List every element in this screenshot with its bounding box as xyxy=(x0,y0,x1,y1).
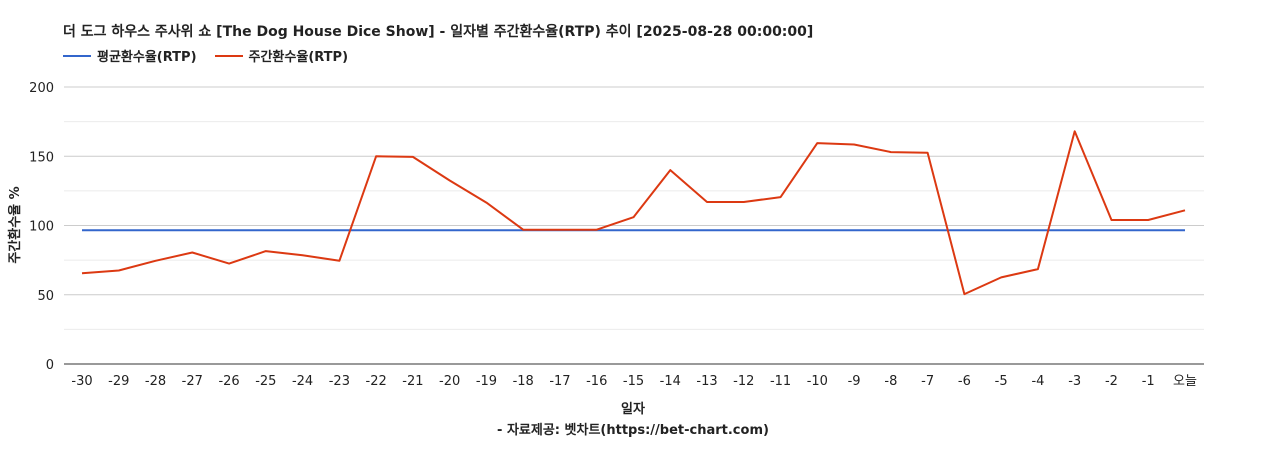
chart-title: 더 도그 하우스 주사위 쇼 [The Dog House Dice Show]… xyxy=(63,24,814,40)
x-axis-label: 일자 xyxy=(621,402,645,417)
y-tick-label: 200 xyxy=(29,81,54,96)
x-tick-label: -15 xyxy=(623,374,644,389)
x-tick-label: -29 xyxy=(108,374,129,389)
x-tick-label: -2 xyxy=(1105,374,1118,389)
x-tick-label: -12 xyxy=(733,374,754,389)
x-tick-label: -8 xyxy=(884,374,897,389)
y-tick-label: 100 xyxy=(29,220,54,235)
legend-label-weekly-rtp: 주간환수율(RTP) xyxy=(248,50,349,65)
x-tick-label: -21 xyxy=(402,374,423,389)
x-tick-label: -13 xyxy=(696,374,717,389)
legend-item-weekly-rtp[interactable]: 주간환수율(RTP) xyxy=(214,46,349,65)
x-tick-label: -14 xyxy=(660,374,681,389)
x-tick-label: -5 xyxy=(995,374,1008,389)
x-tick-label: -11 xyxy=(770,374,791,389)
x-tick-label: -3 xyxy=(1068,374,1081,389)
x-tick-label: -17 xyxy=(549,374,570,389)
x-tick-label: -6 xyxy=(958,374,971,389)
y-tick-label: 150 xyxy=(29,150,54,165)
x-tick-label: -28 xyxy=(145,374,166,389)
series-line-weekly-rtp[interactable] xyxy=(81,130,1186,296)
y-tick-label: 0 xyxy=(46,358,54,373)
y-tick-labels: 0 50 100 150 200 xyxy=(29,81,54,373)
x-tick-label: -26 xyxy=(218,374,239,389)
x-tick-labels: -30 -29 -28 -27 -26 -25 -24 -23 -22 -21 -20 -19 -18-… xyxy=(71,374,1197,389)
legend-item-average-rtp[interactable]: 평균환수율(RTP) xyxy=(63,46,197,65)
x-tick-label: -16 xyxy=(586,374,607,389)
source-note: - 자료제공: 벳차트(https://bet-chart.com) xyxy=(497,422,769,438)
x-tick-label: -27 xyxy=(182,374,203,389)
x-tick-label: -18 xyxy=(513,374,534,389)
x-tick-label: -30 xyxy=(71,374,92,389)
x-tick-label: -25 xyxy=(255,374,276,389)
grid-lines xyxy=(64,86,1204,365)
x-tick-label: -23 xyxy=(329,374,350,389)
legend-swatch-average-rtp xyxy=(63,54,91,57)
x-tick-label: -24 xyxy=(292,374,313,389)
x-tick-label: -7 xyxy=(921,374,934,389)
x-tick-label: -9 xyxy=(848,374,861,389)
y-tick-label: 50 xyxy=(37,289,54,304)
legend-swatch-weekly-rtp xyxy=(214,54,243,57)
x-tick-label: -4 xyxy=(1031,374,1044,389)
x-tick-label: -10 xyxy=(807,374,828,389)
chart-legend: 평균환수율(RTP) 주간환수율(RTP) xyxy=(63,46,366,65)
x-tick-label: -22 xyxy=(366,374,387,389)
series-lines xyxy=(81,130,1186,296)
x-tick-label: -1 xyxy=(1142,374,1155,389)
x-tick-label: -20 xyxy=(439,374,460,389)
y-axis-label: 주간환수율 % xyxy=(7,186,23,263)
x-tick-label: -19 xyxy=(476,374,497,389)
legend-label-average-rtp: 평균환수율(RTP) xyxy=(97,50,197,65)
x-tick-label: 오늘 xyxy=(1173,374,1197,389)
